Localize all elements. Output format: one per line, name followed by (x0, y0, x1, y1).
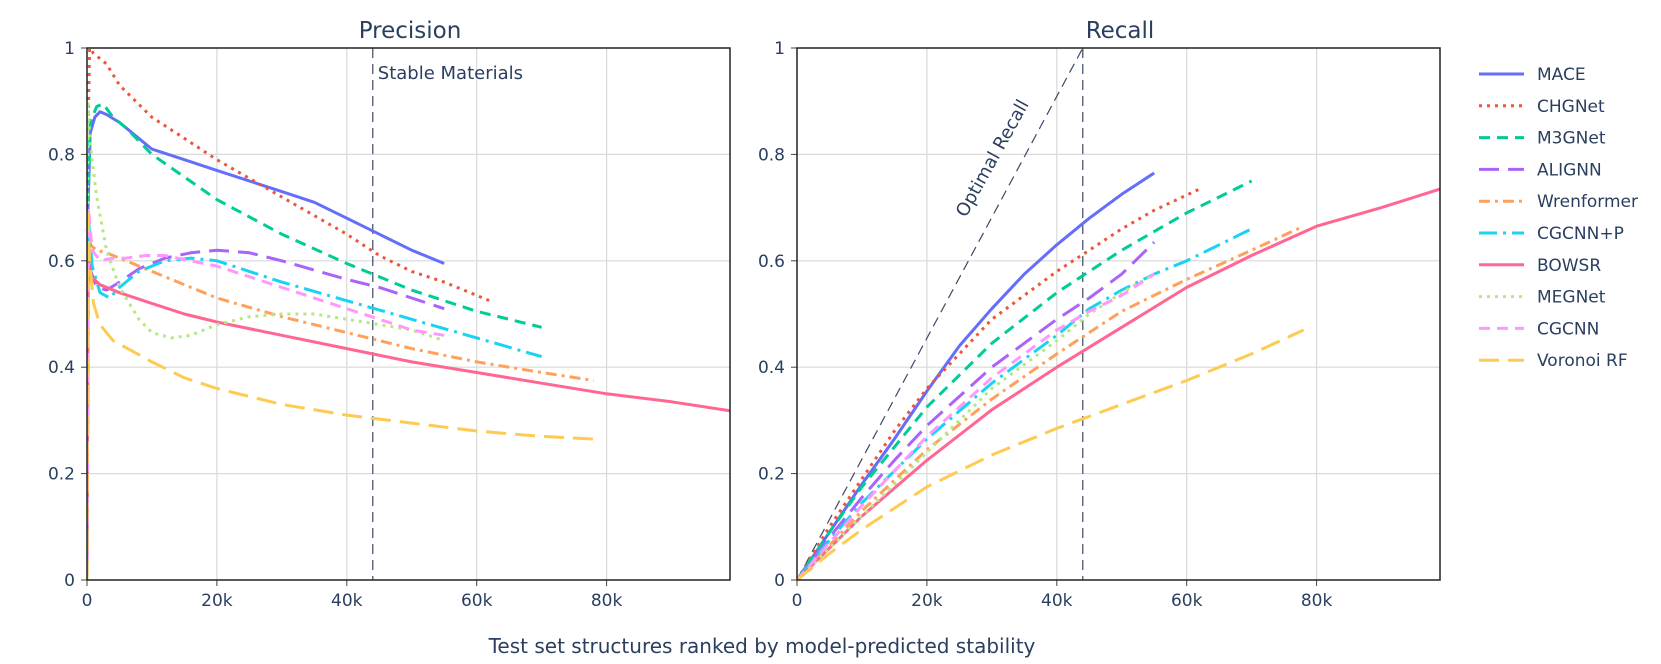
precision-ytick-label: 1 (64, 39, 75, 59)
optimal-recall-line (797, 48, 1084, 580)
recall-line-chgnet (797, 187, 1201, 580)
precision-ytick-label: 0.8 (48, 145, 75, 165)
legend-item-m3gnet[interactable]: M3GNet (1479, 129, 1606, 149)
precision-line-chgnet (87, 48, 491, 580)
legend-item-cgcnn[interactable]: CGCNN (1479, 319, 1599, 339)
recall-line-voronoi-rf (797, 328, 1305, 580)
recall-line-mace (797, 171, 1156, 580)
precision-plot-frame (86, 47, 731, 581)
precision-ytick-label: 0.4 (48, 358, 75, 378)
recall-line-alignn (797, 241, 1156, 580)
precision-line-m3gnet (87, 102, 542, 580)
recall-xtick-label: 40k (1041, 591, 1073, 611)
recall-title: Recall (1086, 18, 1155, 44)
legend-item-mace[interactable]: MACE (1479, 65, 1586, 85)
recall-xtick-label: 0 (792, 591, 803, 611)
precision-line-megnet (87, 99, 445, 580)
recall-xtick-label: 80k (1301, 591, 1333, 611)
recall-line-megnet (797, 272, 1155, 580)
precision-title: Precision (359, 18, 462, 44)
legend-label-wrenformer: Wrenformer (1537, 192, 1638, 212)
recall-ytick-label: 0.6 (758, 252, 785, 272)
legend-item-cgcnn-p[interactable]: CGCNN+P (1479, 224, 1624, 244)
precision-line-alignn (87, 232, 445, 580)
precision-panel: Precision 0 20k 40k 60k 80k 0 0.2 0.4 0.6 0.8 1 Sta… (48, 18, 731, 611)
stable-materials-label: Stable Materials (378, 63, 523, 84)
legend-label-bowsr: BOWSR (1537, 256, 1601, 276)
precision-xtick-label: 0 (82, 591, 93, 611)
precision-xtick-label: 40k (331, 591, 363, 611)
recall-line-wrenformer (797, 224, 1305, 580)
legend-label-mace: MACE (1537, 65, 1586, 85)
recall-ytick-label: 0 (774, 571, 785, 591)
precision-series-group (87, 48, 730, 580)
recall-line-bowsr (797, 187, 1440, 580)
legend-item-chgnet[interactable]: CHGNet (1479, 97, 1605, 117)
recall-plot-frame (796, 47, 1441, 581)
recall-xtick-label: 60k (1171, 591, 1203, 611)
recall-ytick-label: 0.2 (758, 465, 785, 485)
legend-label-megnet: MEGNet (1537, 288, 1606, 308)
precision-line-wrenformer (87, 216, 594, 580)
recall-ytick-label: 1 (774, 39, 785, 59)
recall-series-group (797, 171, 1440, 580)
precision-line-cgcnn (87, 206, 445, 580)
legend-label-cgcnn-p: CGCNN+P (1537, 224, 1624, 244)
precision-ytick-label: 0.6 (48, 252, 75, 272)
recall-line-cgcnn (797, 272, 1156, 580)
legend-label-voronoi-rf: Voronoi RF (1537, 351, 1628, 371)
precision-line-mace (87, 110, 445, 580)
precision-ytick-label: 0 (64, 571, 75, 591)
optimal-recall-label: Optimal Recall (952, 96, 1034, 220)
legend-item-bowsr[interactable]: BOWSR (1479, 256, 1601, 276)
legend-item-alignn[interactable]: ALIGNN (1479, 160, 1602, 180)
legend-item-voronoi-rf[interactable]: Voronoi RF (1479, 351, 1628, 371)
legend-item-wrenformer[interactable]: Wrenformer (1479, 192, 1638, 212)
x-axis-label: Test set structures ranked by model-pred… (488, 634, 1036, 658)
legend-label-alignn: ALIGNN (1537, 160, 1602, 180)
precision-xtick-label: 80k (591, 591, 623, 611)
precision-ytick-label: 0.2 (48, 465, 75, 485)
recall-ytick-label: 0.4 (758, 358, 785, 378)
recall-panel: Recall 0 20k 40k 60k 80k 0 0.2 0.4 0.6 0.8 1 Optima… (758, 18, 1441, 611)
recall-ytick-label: 0.8 (758, 145, 785, 165)
recall-line-m3gnet (797, 179, 1253, 580)
legend-label-chgnet: CHGNet (1537, 97, 1605, 117)
legend-item-megnet[interactable]: MEGNet (1479, 288, 1606, 308)
precision-line-voronoi-rf (87, 206, 594, 580)
legend: MACE CHGNet M3GNet ALIGNN Wrenformer CGCNN+P B… (1479, 65, 1638, 371)
recall-line-cgcnn-p (797, 227, 1253, 580)
recall-xtick-label: 20k (911, 591, 943, 611)
legend-label-m3gnet: M3GNet (1537, 129, 1606, 149)
precision-line-bowsr (87, 259, 730, 580)
legend-label-cgcnn: CGCNN (1537, 319, 1599, 339)
precision-xtick-label: 20k (201, 591, 233, 611)
precision-xtick-label: 60k (461, 591, 493, 611)
